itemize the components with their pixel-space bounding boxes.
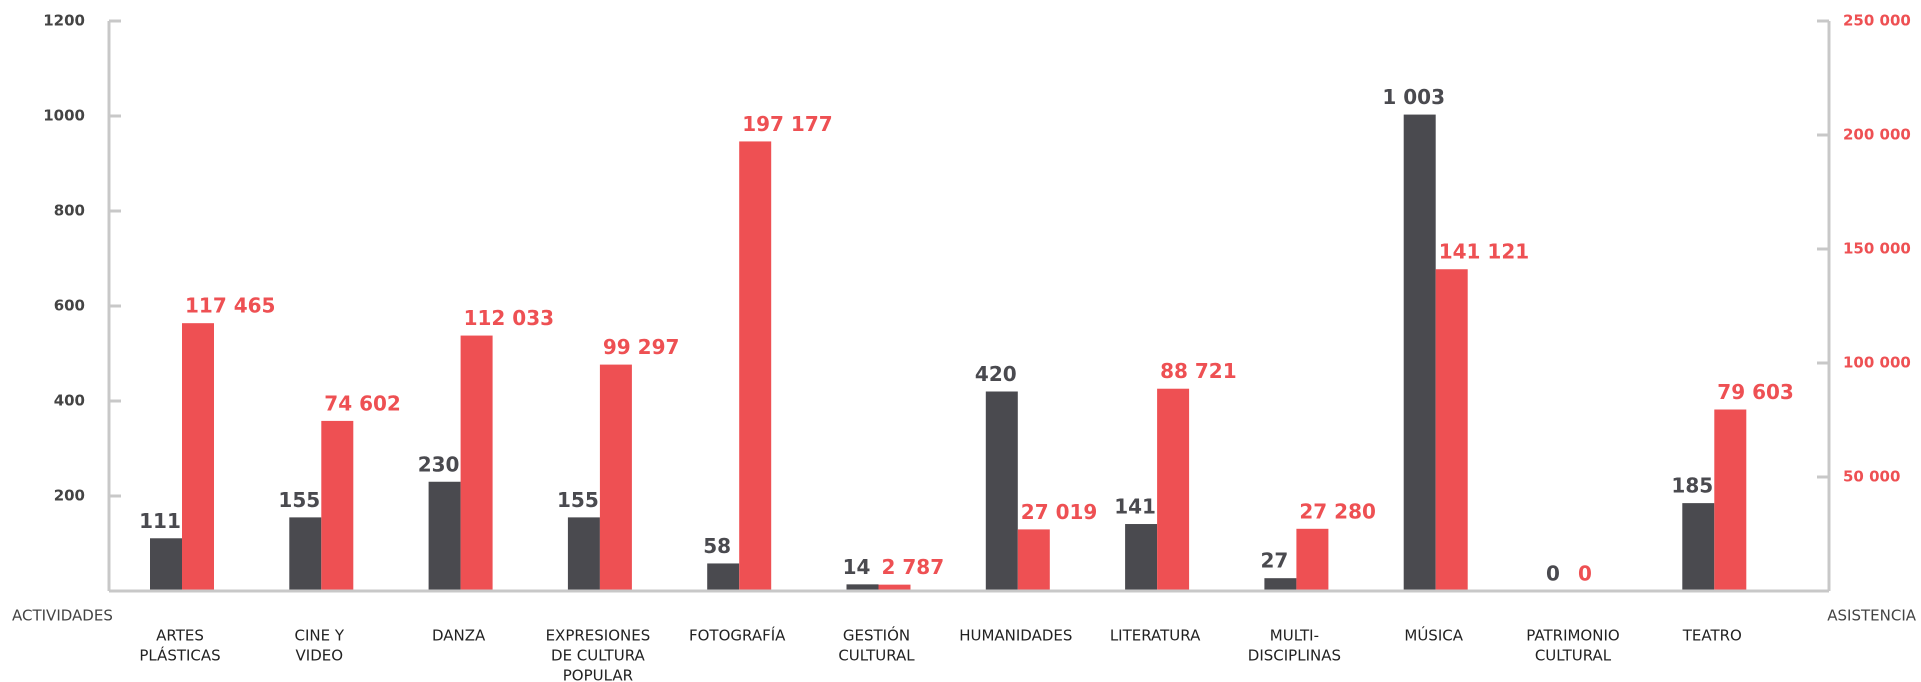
value-label: 14 <box>843 555 871 579</box>
value-label: 99 297 <box>603 335 680 359</box>
x-tick-label: MÚSICA <box>1404 626 1463 645</box>
bar <box>846 584 879 591</box>
bar <box>707 563 740 591</box>
x-tick-label: DISCIPLINAS <box>1248 647 1341 665</box>
bar <box>1157 388 1190 591</box>
value-label: 27 019 <box>1021 500 1098 524</box>
bar <box>289 517 322 591</box>
bar <box>1017 529 1050 591</box>
bar <box>150 538 182 591</box>
value-label: 79 603 <box>1717 380 1794 404</box>
bar <box>985 391 1018 591</box>
value-label: 155 <box>557 488 599 512</box>
value-label: 1 003 <box>1382 85 1445 109</box>
x-tick-label: DE CULTURA <box>551 647 645 665</box>
value-label: 141 <box>1114 495 1156 519</box>
y2-tick-label: 200 000 <box>1843 126 1911 144</box>
bar <box>878 584 911 591</box>
y-tick-label: 200 <box>54 487 85 505</box>
bar <box>428 481 461 591</box>
value-label: 117 465 <box>185 294 275 318</box>
bar <box>321 420 354 591</box>
y2-tick-label: 150 000 <box>1843 240 1911 258</box>
value-label: 112 033 <box>464 306 554 330</box>
y2-tick-label: 50 000 <box>1843 468 1900 486</box>
value-label: 27 <box>1260 549 1288 573</box>
y-tick-label: 800 <box>54 202 85 220</box>
bar <box>739 141 772 591</box>
bar <box>460 335 493 591</box>
y-tick-label: 1200 <box>43 12 85 30</box>
y-tick-label: 400 <box>54 392 85 410</box>
bar <box>1682 503 1715 591</box>
bar <box>1296 528 1329 591</box>
y2-axis-title: ASISTENCIA <box>1827 607 1916 625</box>
x-tick-label: HUMANIDADES <box>959 627 1072 645</box>
x-tick-label: LITERATURA <box>1110 627 1201 645</box>
value-label: 111 <box>139 509 181 533</box>
bar <box>567 517 600 591</box>
x-tick-label: CULTURAL <box>1535 647 1612 665</box>
bar <box>599 364 632 591</box>
x-tick-label: CINE Y <box>295 627 345 645</box>
x-tick-label: MULTI- <box>1270 627 1319 645</box>
x-tick-label: ARTES <box>156 627 204 645</box>
value-label: 58 <box>703 534 731 558</box>
value-label: 0 <box>1578 562 1592 586</box>
value-label: 74 602 <box>324 391 401 415</box>
y-tick-label: 600 <box>54 297 85 315</box>
x-tick-label: TEATRO <box>1682 627 1742 645</box>
value-label: 88 721 <box>1160 359 1237 383</box>
bar <box>1714 409 1747 591</box>
x-tick-label: CULTURAL <box>838 647 915 665</box>
value-label: 197 177 <box>742 112 832 136</box>
y2-tick-label: 100 000 <box>1843 354 1911 372</box>
value-label: 2 787 <box>882 555 945 579</box>
value-label: 420 <box>975 362 1017 386</box>
bar <box>1125 524 1158 591</box>
bar <box>182 323 214 591</box>
y2-tick-label: 250 000 <box>1843 12 1911 30</box>
value-label: 27 280 <box>1299 499 1376 523</box>
x-tick-label: VIDEO <box>296 647 344 665</box>
value-label: 230 <box>418 452 460 476</box>
value-label: 141 121 <box>1439 240 1529 264</box>
x-tick-label: DANZA <box>432 627 486 645</box>
x-tick-label: FOTOGRAFÍA <box>689 626 786 645</box>
bar <box>1403 114 1436 591</box>
y-tick-label: 1000 <box>43 107 85 125</box>
bar <box>1264 578 1297 591</box>
x-tick-label: PATRIMONIO <box>1526 627 1619 645</box>
x-tick-label: POPULAR <box>563 667 633 682</box>
value-label: 185 <box>1671 474 1713 498</box>
x-tick-label: GESTIÓN <box>843 626 910 645</box>
bar <box>1435 269 1468 591</box>
x-tick-label: EXPRESIONES <box>546 627 651 645</box>
value-label: 0 <box>1546 562 1560 586</box>
x-tick-label: PLÁSTICAS <box>139 646 220 665</box>
x-axis-title: ACTIVIDADES <box>12 607 113 625</box>
value-label: 155 <box>278 488 320 512</box>
